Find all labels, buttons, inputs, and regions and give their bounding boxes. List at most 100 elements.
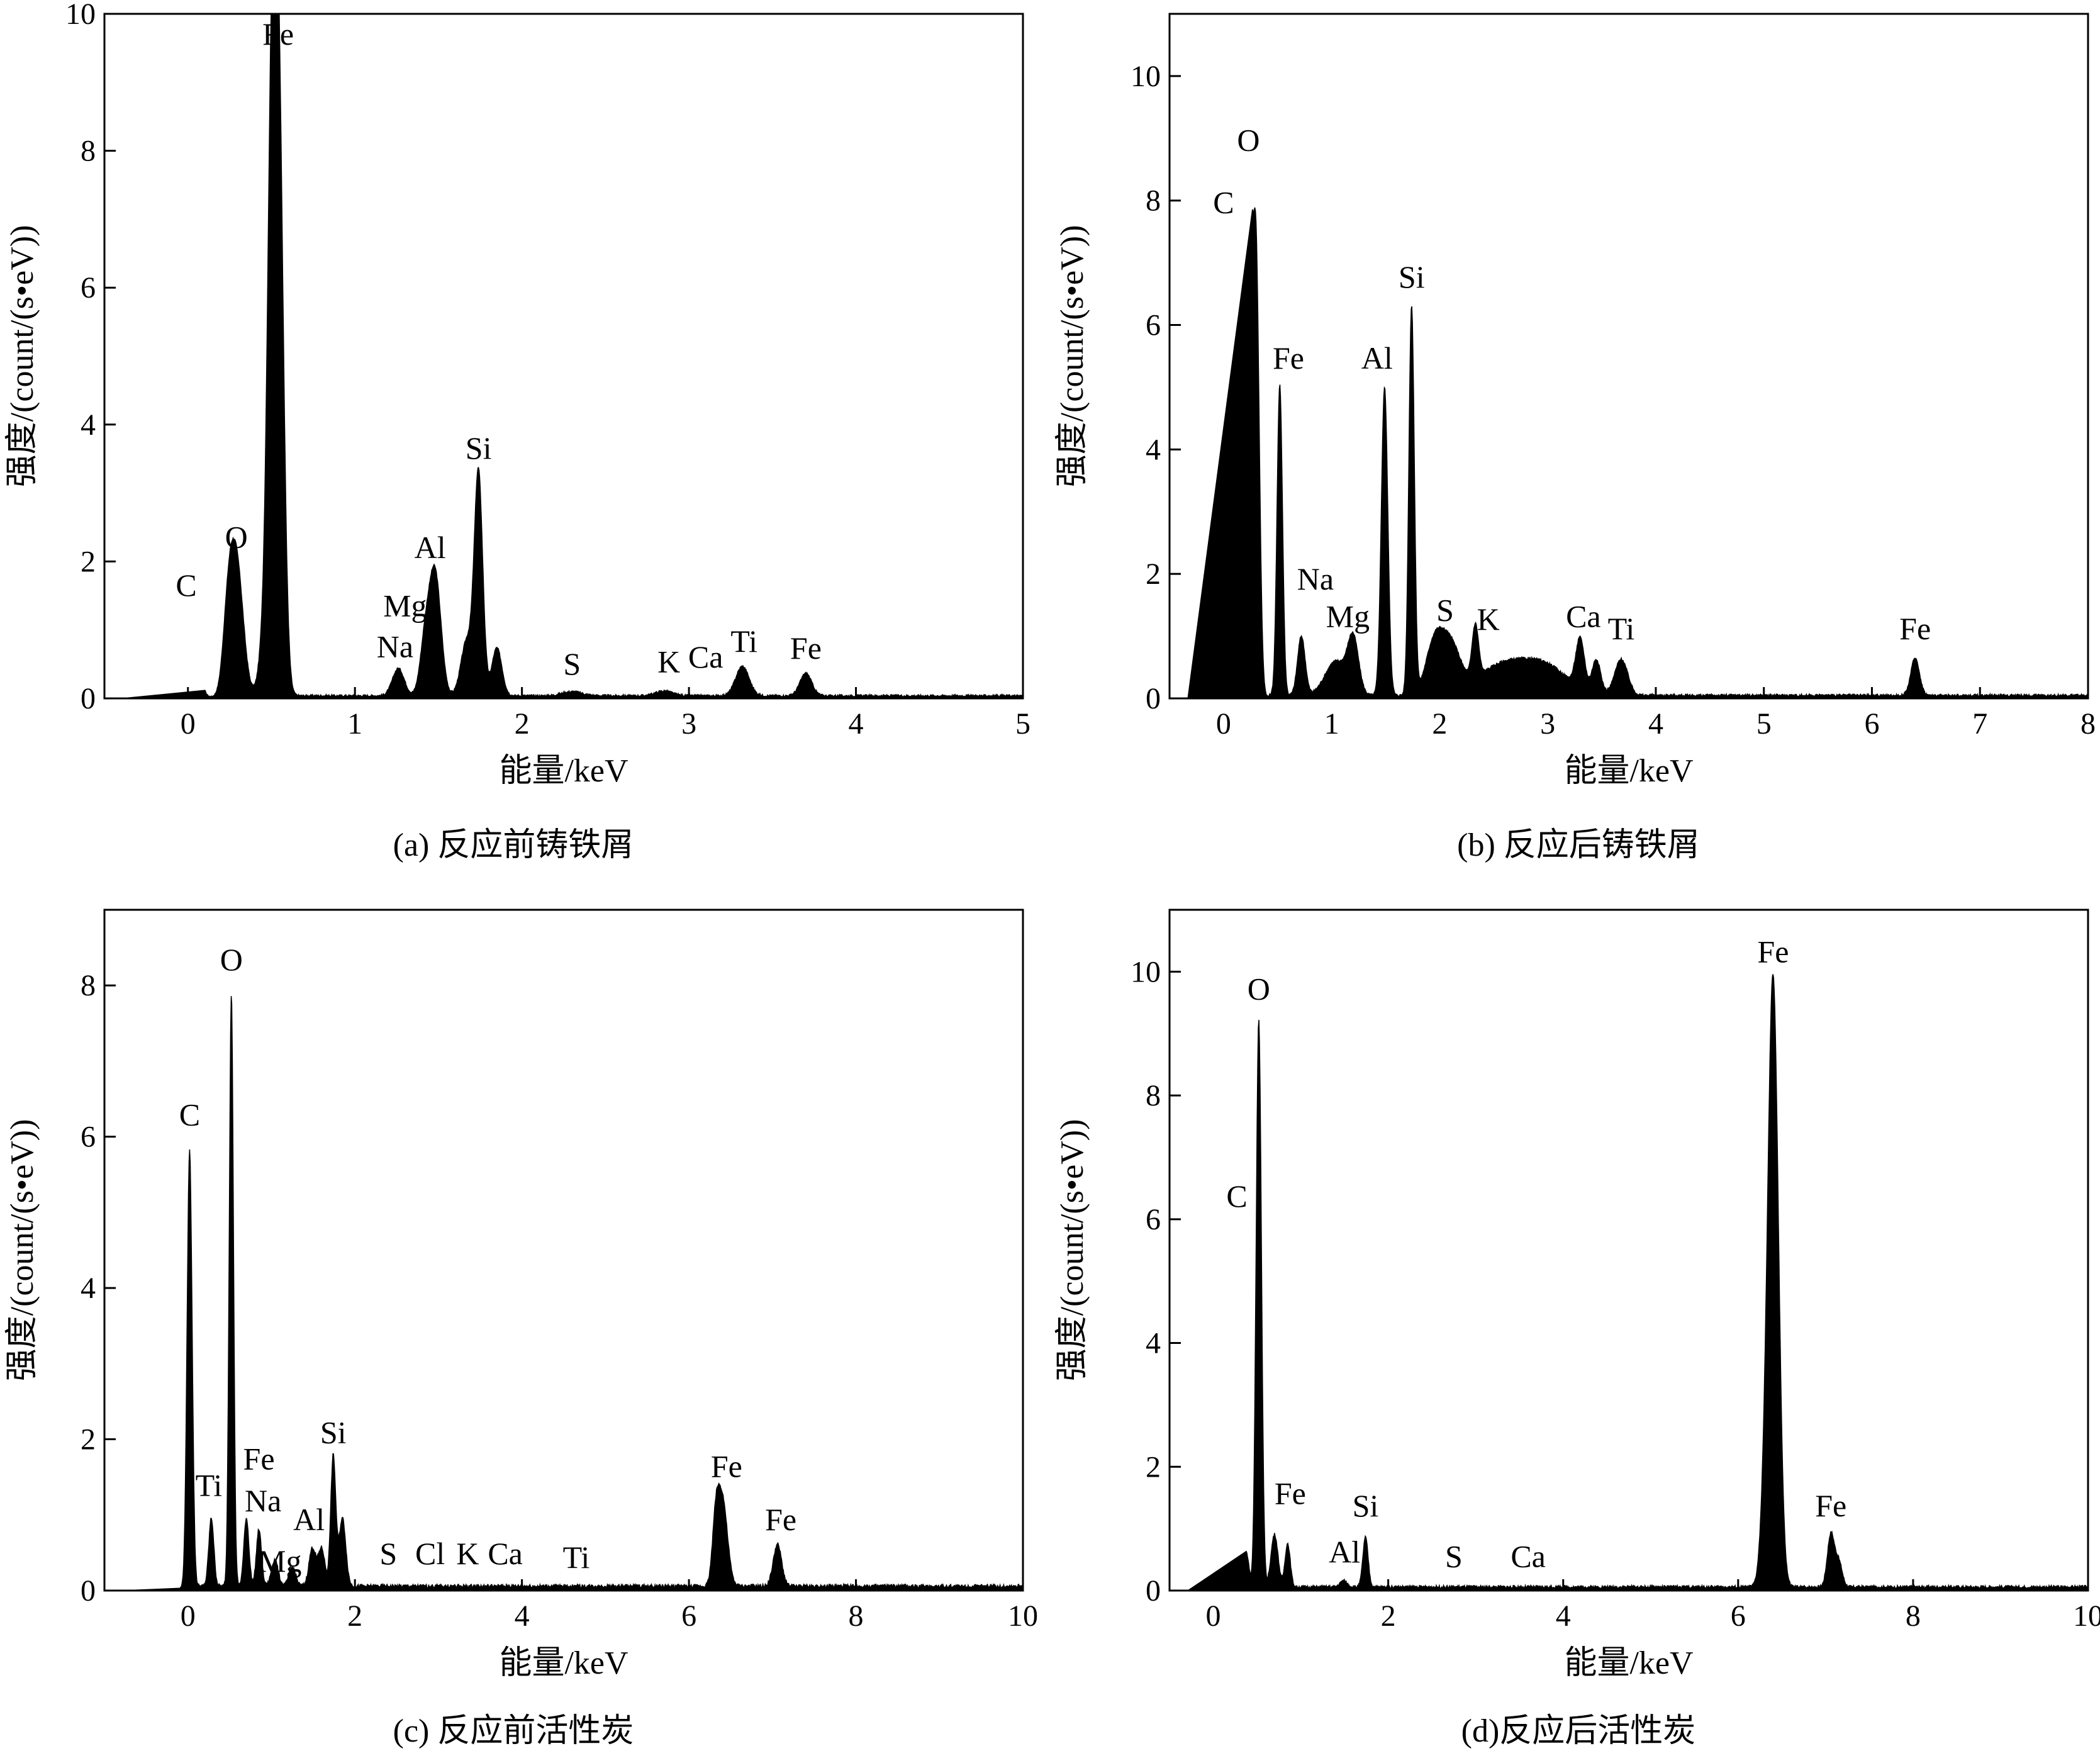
peak-label-ca: Ca (488, 1536, 523, 1571)
peak-label-fe: Fe (1757, 934, 1789, 970)
peak-label-al: Al (1361, 340, 1393, 376)
panel-b: 0 1 2 3 4 5 6 7 8 0 2 4 6 8 10 能量/keV 强度/(count/(s•eV)) C… (1050, 0, 2100, 875)
y-tick-label: 0 (81, 1574, 96, 1608)
peak-label-al: Al (293, 1502, 325, 1537)
peak-label-ti: Ti (563, 1540, 590, 1575)
y-tick-label: 2 (1146, 1450, 1161, 1484)
x-tick-label: 1 (347, 707, 362, 741)
peak-label-fe: Fe (711, 1449, 742, 1484)
y-tick-label: 10 (1131, 60, 1161, 93)
plot-frame (103, 909, 1024, 1592)
y-tick-label: 4 (81, 408, 96, 442)
peak-label-al: Al (415, 530, 446, 565)
plot-frame (1168, 13, 2089, 700)
x-tick-label: 2 (347, 1599, 362, 1633)
x-axis-label: 能量/keV (499, 753, 628, 789)
y-axis-label: 强度/(count/(s•eV)) (4, 1119, 40, 1382)
eds-chart-c: 0 2 4 6 8 10 0 2 4 6 8 能量/keV 强度/(count/(s•eV)) O C Ti F… (4, 909, 1038, 1681)
x-tick-label: 8 (2080, 707, 2096, 741)
peak-label-s: S (1445, 1539, 1463, 1574)
eds-chart-b: 0 1 2 3 4 5 6 7 8 0 2 4 6 8 10 能量/keV 强度/(count/(s•eV)) C… (1054, 13, 2096, 789)
x-tick-label: 6 (1864, 707, 1879, 741)
y-axis-label: 强度/(count/(s•eV)) (1054, 1119, 1090, 1382)
spectrum-area (123, 13, 1024, 699)
plot-frame (103, 13, 1024, 700)
peak-label-si: Si (1353, 1488, 1379, 1523)
x-axis-label: 能量/keV (499, 1645, 628, 1681)
panel-a: 0 1 2 3 4 5 0 2 4 6 8 10 能量/keV 强度/(count/(s•eV)) Fe C O… (0, 0, 1050, 875)
peak-label-o: O (1248, 971, 1270, 1007)
x-tick-label: 6 (681, 1599, 696, 1633)
peak-label-cl: Cl (415, 1536, 445, 1571)
peak-label-si: Si (1399, 259, 1425, 294)
x-axis-label: 能量/keV (1564, 1645, 1693, 1681)
x-tick-label: 1 (1324, 707, 1339, 741)
x-tick-label: 7 (1972, 707, 1987, 741)
y-tick-label: 8 (1146, 184, 1161, 218)
peak-label-s: S (563, 646, 581, 681)
peak-label-si: Si (466, 430, 492, 466)
x-tick-label: 8 (1906, 1599, 1921, 1633)
peak-label-s: S (1436, 592, 1454, 627)
x-tick-label: 4 (849, 707, 864, 741)
y-tick-label: 8 (81, 969, 96, 1002)
y-tick-label: 0 (1146, 682, 1161, 715)
plot-frame (1168, 909, 2089, 1592)
peak-label-ca: Ca (1566, 598, 1601, 634)
x-tick-label: 6 (1731, 1599, 1746, 1633)
y-axis-label: 强度/(count/(s•eV)) (4, 225, 40, 488)
y-axis-label: 强度/(count/(s•eV)) (1054, 225, 1090, 488)
peak-label-c: C (176, 568, 196, 603)
y-tick-label: 2 (81, 545, 96, 578)
panel-d: 0 2 4 6 8 10 0 2 4 6 8 10 能量/keV 强度/(count/(s•eV)) C O F… (1050, 875, 2100, 1750)
x-axis-label: 能量/keV (1564, 753, 1693, 789)
x-tick-label: 3 (1540, 707, 1555, 741)
x-tick-label: 2 (515, 707, 530, 741)
eds-chart-a: 0 1 2 3 4 5 0 2 4 6 8 10 能量/keV 强度/(count/(s•eV)) Fe CO… (4, 0, 1030, 789)
x-tick-label: 10 (1008, 1599, 1038, 1633)
x-tick-label: 0 (181, 707, 196, 741)
peak-label-ca: Ca (688, 639, 723, 674)
x-tick-label: 4 (1648, 707, 1663, 741)
x-tick-label: 5 (1757, 707, 1772, 741)
panel-c: 0 2 4 6 8 10 0 2 4 6 8 能量/keV 强度/(count/(s•eV)) O C Ti F… (0, 875, 1050, 1750)
spectrum-area (1186, 974, 2089, 1591)
x-tick-label: 8 (849, 1599, 864, 1633)
peak-label-fe: Fe (790, 630, 822, 666)
y-tick-label: 10 (1131, 955, 1161, 988)
peak-label-fe: Fe (1899, 611, 1931, 646)
peak-label-ti: Ti (1608, 611, 1635, 646)
peak-label-o: O (225, 520, 248, 555)
x-tick-label: 0 (181, 1599, 196, 1633)
peak-label-si: Si (320, 1415, 347, 1450)
x-tick-label: 2 (1432, 707, 1447, 741)
y-tick-label: 6 (81, 1121, 96, 1154)
peak-label-c: C (1226, 1178, 1247, 1214)
y-tick-label: 4 (1146, 433, 1161, 466)
x-tick-label: 5 (1015, 707, 1030, 741)
peak-label-k: K (456, 1536, 479, 1571)
peak-label-c: C (179, 1097, 200, 1133)
y-tick-label: 0 (81, 682, 96, 715)
spectrum-area (1187, 207, 2089, 699)
x-tick-label: 3 (681, 707, 696, 741)
spectrum-area (123, 996, 1024, 1591)
y-tick-label: 8 (1146, 1079, 1161, 1112)
peak-label-k: K (1477, 601, 1500, 637)
caption-b: (b) 反应后铸铁屑 (1457, 827, 1700, 863)
y-tick-label: 4 (81, 1272, 96, 1305)
peak-label-na: Na (377, 629, 413, 664)
x-tick-label: 0 (1206, 1599, 1221, 1633)
y-tick-label: 2 (1146, 557, 1161, 591)
y-tick-label: 6 (1146, 309, 1161, 342)
caption-a: (a) 反应前铸铁屑 (393, 827, 634, 863)
x-tick-label: 0 (1216, 707, 1231, 741)
peak-label-fe: Fe (243, 1441, 275, 1477)
x-tick-label: 10 (2073, 1599, 2100, 1633)
y-tick-label: 2 (81, 1423, 96, 1457)
peak-label-na: Na (245, 1483, 281, 1518)
y-tick-label: 10 (65, 0, 96, 31)
eds-chart-d: 0 2 4 6 8 10 0 2 4 6 8 10 能量/keV 强度/(count/(s•eV)) C O F… (1054, 909, 2100, 1681)
y-tick-label: 0 (1146, 1574, 1161, 1608)
